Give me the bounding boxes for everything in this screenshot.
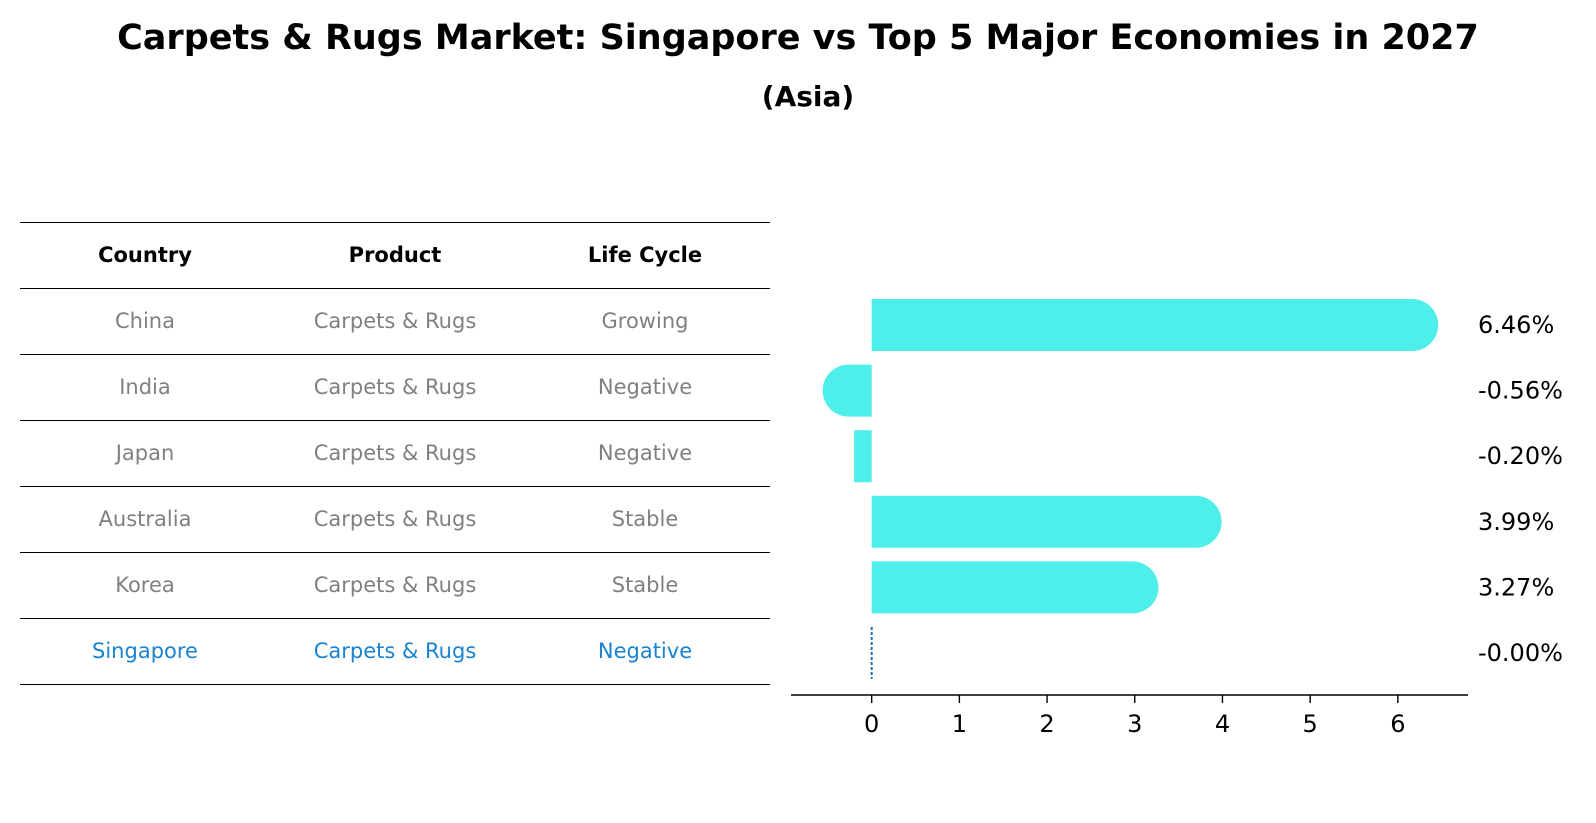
cell-country: Australia: [98, 507, 192, 531]
table-row-highlighted: Singapore Carpets & Rugs Negative: [20, 618, 770, 685]
value-label: -0.56%: [1478, 377, 1563, 405]
bar-korea: [871, 561, 1159, 614]
table-header-row: Country Product Life Cycle: [20, 222, 770, 288]
header-country: Country: [98, 243, 192, 267]
bar-japan: [854, 430, 872, 483]
cell-life-cycle: Growing: [601, 309, 689, 333]
x-tick-label: 5: [1303, 710, 1318, 738]
comparison-table: Country Product Life Cycle China Carpets…: [20, 222, 770, 685]
value-label: -0.20%: [1478, 442, 1563, 470]
cell-country: Japan: [115, 441, 175, 465]
x-tick-label: 0: [864, 710, 879, 738]
cell-product: Carpets & Rugs: [313, 507, 477, 531]
table-row: India Carpets & Rugs Negative: [20, 354, 770, 420]
cell-life-cycle: Negative: [597, 639, 693, 663]
bar-china: [871, 299, 1439, 351]
x-tick-label: 1: [952, 710, 967, 738]
cell-life-cycle: Stable: [611, 573, 679, 597]
header-life-cycle: Life Cycle: [587, 243, 703, 267]
cell-product: Carpets & Rugs: [313, 309, 477, 333]
x-tick-label: 4: [1215, 710, 1230, 738]
value-label: -0.00%: [1478, 639, 1563, 667]
cell-product: Carpets & Rugs: [313, 441, 477, 465]
table-row: Japan Carpets & Rugs Negative: [20, 420, 770, 486]
x-tick-label: 2: [1039, 710, 1054, 738]
value-label: 6.46%: [1478, 311, 1554, 339]
x-tick-label: 6: [1390, 710, 1405, 738]
cell-country: Singapore: [92, 639, 198, 663]
value-label: 3.99%: [1478, 508, 1554, 536]
cell-life-cycle: Negative: [597, 441, 693, 465]
cell-life-cycle: Stable: [611, 507, 679, 531]
table-row: China Carpets & Rugs Growing: [20, 288, 770, 354]
chart-subtitle: (Asia): [761, 80, 855, 113]
x-tick-label: 3: [1127, 710, 1142, 738]
cell-product: Carpets & Rugs: [313, 573, 477, 597]
bar-australia: [871, 495, 1222, 548]
cell-country: Korea: [115, 573, 175, 597]
header-product: Product: [348, 243, 442, 267]
chart-title: Carpets & Rugs Market: Singapore vs Top …: [117, 18, 1479, 58]
cell-country: China: [115, 309, 175, 333]
bar-india: [822, 364, 872, 417]
value-label: 3.27%: [1478, 573, 1554, 601]
table-row: Australia Carpets & Rugs Stable: [20, 486, 770, 552]
table-row: Korea Carpets & Rugs Stable: [20, 552, 770, 618]
cell-country: India: [119, 375, 171, 399]
cell-product: Carpets & Rugs: [313, 639, 477, 663]
cell-product: Carpets & Rugs: [313, 375, 477, 399]
cell-life-cycle: Negative: [597, 375, 693, 399]
